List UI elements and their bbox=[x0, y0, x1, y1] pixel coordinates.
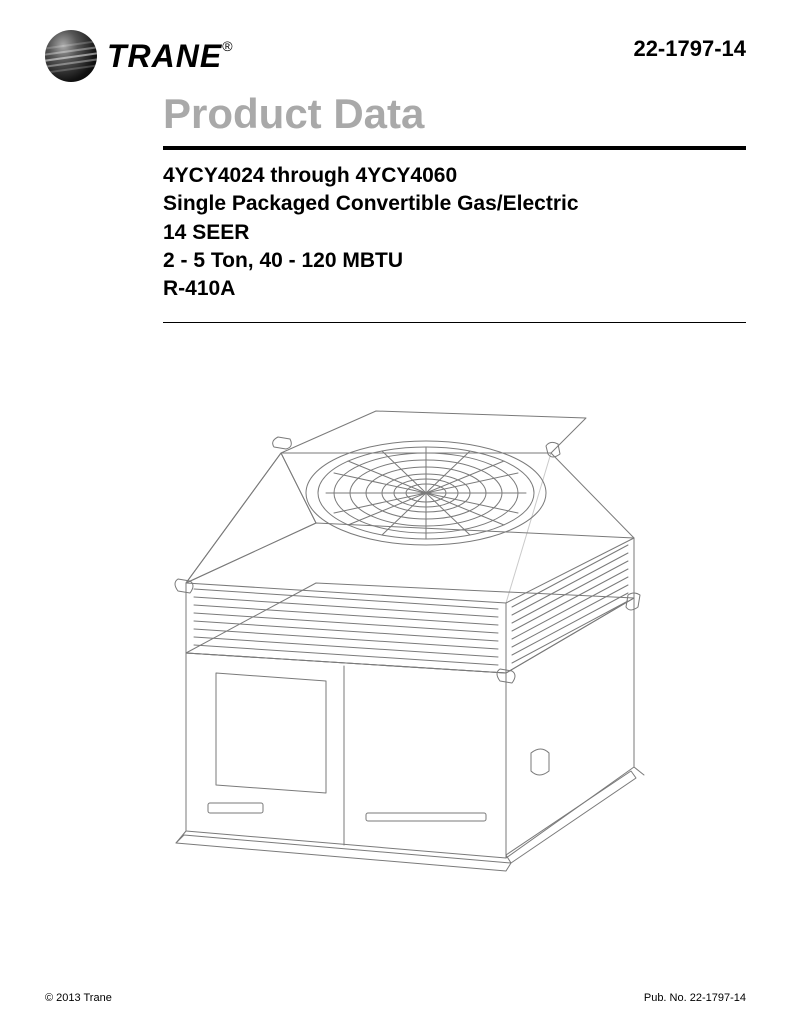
registered-mark: ® bbox=[222, 38, 233, 54]
spec-description: Single Packaged Convertible Gas/Electric bbox=[163, 190, 746, 218]
brand-name: TRANE bbox=[107, 38, 222, 74]
hvac-unit-drawing bbox=[116, 373, 676, 873]
spec-refrigerant: R-410A bbox=[163, 275, 746, 303]
brand-globe-icon bbox=[45, 30, 97, 82]
header-row: TRANE® 22-1797-14 bbox=[45, 30, 746, 82]
page-title: Product Data bbox=[163, 90, 746, 138]
page-footer: © 2013 Trane Pub. No. 22-1797-14 bbox=[45, 992, 746, 1004]
brand-logo-block: TRANE® bbox=[45, 30, 234, 82]
copyright-text: © 2013 Trane bbox=[45, 992, 112, 1004]
spec-model-range: 4YCY4024 through 4YCY4060 bbox=[163, 162, 746, 190]
publication-number: Pub. No. 22-1797-14 bbox=[644, 992, 746, 1004]
document-number: 22-1797-14 bbox=[633, 30, 746, 62]
product-illustration bbox=[45, 373, 746, 873]
spec-seer: 14 SEER bbox=[163, 219, 746, 247]
brand-wordmark: TRANE® bbox=[107, 38, 234, 75]
divider-thick bbox=[163, 146, 746, 150]
spec-block: 4YCY4024 through 4YCY4060 Single Package… bbox=[163, 162, 746, 304]
spec-capacity: 2 - 5 Ton, 40 - 120 MBTU bbox=[163, 247, 746, 275]
divider-thin bbox=[163, 322, 746, 323]
